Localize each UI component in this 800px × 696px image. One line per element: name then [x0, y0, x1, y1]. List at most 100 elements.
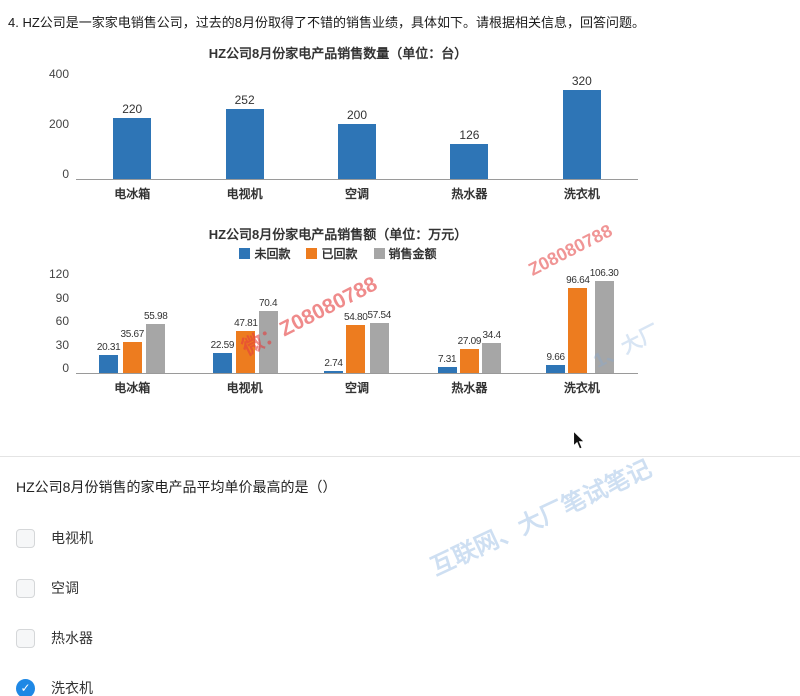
bar [437, 366, 457, 373]
bar-wrap: 2.74 [323, 268, 344, 373]
charts-area: HZ公司8月份家电产品销售数量（单位：台） 400 200 0 220 252 200 1… [38, 43, 638, 396]
category-label: 电视机 [226, 187, 263, 201]
question-header: 4. HZ公司是一家家电销售公司，过去的8月份取得了不错的销售业绩，具体如下。请… [8, 15, 646, 30]
bar-wrap: 252 [225, 68, 264, 179]
legend-item: 已回款 [306, 245, 358, 262]
bar-value-label: 7.31 [438, 353, 457, 365]
bar [562, 90, 601, 179]
bar-group: 7.31 27.09 34.4 [413, 268, 525, 373]
bar-group: 220 [76, 68, 188, 179]
bar-wrap: 27.09 [457, 268, 482, 373]
y-tick-label: 0 [62, 361, 69, 375]
bar-value-label: 35.67 [120, 328, 144, 340]
category-label: 电视机 [226, 381, 263, 395]
y-tick-label: 400 [48, 67, 69, 81]
option-电视机[interactable]: 电视机 [16, 513, 784, 563]
option-热水器[interactable]: 热水器 [16, 613, 784, 663]
y-tick-label: 90 [55, 290, 69, 305]
category-label: 洗衣机 [563, 381, 600, 395]
category-label: 热水器 [451, 187, 488, 201]
bar-value-label: 252 [234, 93, 255, 108]
bar-value-label: 22.59 [210, 340, 235, 352]
option-checkbox[interactable] [16, 528, 35, 548]
chart-title: HZ公司8月份家电产品销售额（单位：万元） [208, 227, 468, 242]
bar [113, 117, 152, 179]
option-label: 空调 [51, 580, 79, 596]
legend-item: 销售金额 [373, 245, 437, 262]
bar [346, 325, 366, 373]
sales-quantity-bar-chart: HZ公司8月份家电产品销售数量（单位：台） 400 200 0 220 252 200 1… [38, 43, 638, 202]
bar-value-label: 320 [571, 74, 592, 89]
option-label: 洗衣机 [51, 680, 93, 696]
option-checkbox[interactable] [16, 578, 35, 598]
y-tick-label: 0 [62, 167, 69, 181]
y-tick-label: 30 [55, 337, 69, 352]
bar-group: 22.59 47.81 70.4 [188, 268, 300, 373]
bar-group: 9.66 96.64 106.30 [526, 268, 638, 373]
option-checkbox[interactable] [16, 628, 35, 648]
bar-wrap: 126 [450, 68, 489, 179]
bar-value-label: 57.54 [367, 309, 392, 321]
bar-value-label: 9.66 [546, 351, 566, 363]
bar-wrap: 70.4 [258, 268, 279, 373]
bar [258, 311, 278, 373]
category-label: 空调 [345, 187, 370, 201]
bar-value-label: 2.74 [324, 357, 343, 369]
chart-title: HZ公司8月份家电产品销售数量（单位：台） [208, 46, 468, 61]
question-panel: HZ公司8月份销售的家电产品平均单价最高的是（） 电视机 空调 热水器 ✓ 洗衣… [0, 456, 800, 696]
category-label: 空调 [345, 381, 370, 395]
bar [146, 324, 166, 373]
bar [236, 331, 256, 373]
bar-wrap: 54.80 [344, 268, 368, 373]
legend-item: 未回款 [239, 245, 290, 262]
bar-wrap: 57.54 [367, 268, 392, 373]
bar [482, 342, 502, 373]
option-洗衣机[interactable]: ✓ 洗衣机 [16, 663, 784, 696]
bar-value-label: 27.09 [457, 336, 482, 348]
bar [568, 288, 588, 373]
bar-value-label: 54.80 [343, 312, 368, 324]
bar [459, 349, 479, 373]
bar-value-label: 34.4 [482, 329, 502, 341]
bar-value-label: 20.31 [96, 342, 121, 354]
legend-label: 已回款 [321, 247, 358, 261]
bar [594, 281, 614, 373]
x-axis-labels: 电冰箱 电视机 空调 热水器 洗衣机 [76, 180, 638, 202]
bar-value-label: 220 [122, 101, 143, 116]
x-axis-labels: 电冰箱 电视机 空调 热水器 洗衣机 [76, 374, 638, 396]
category-label: 热水器 [451, 381, 488, 395]
bar-value-label: 55.98 [143, 311, 168, 323]
option-checkbox-checked[interactable]: ✓ [16, 678, 35, 696]
plot-row: 400 200 0 220 252 200 126 320 [38, 68, 638, 180]
bar [369, 322, 389, 373]
bar-value-label: 106.30 [589, 268, 619, 279]
bar [225, 109, 264, 179]
y-axis: 400 200 0 [38, 68, 76, 180]
legend-label: 未回款 [254, 247, 291, 261]
option-空调[interactable]: 空调 [16, 563, 784, 613]
bar-value-label: 96.64 [566, 275, 590, 287]
bar-wrap: 34.4 [481, 268, 502, 373]
bar-wrap: 320 [562, 68, 601, 179]
bar-wrap: 20.31 [97, 268, 121, 373]
plot-area: 220 252 200 126 320 [76, 68, 638, 180]
bar-group: 200 [301, 68, 413, 179]
bar-group: 20.31 35.67 55.98 [76, 268, 188, 373]
category-label: 电冰箱 [114, 381, 151, 395]
bar-wrap: 220 [113, 68, 152, 179]
question-text: HZ公司8月份销售的家电产品平均单价最高的是（） [16, 479, 337, 495]
bar-wrap: 35.67 [120, 268, 144, 373]
bar-wrap: 200 [338, 68, 377, 179]
y-axis: 120 90 60 30 0 [38, 268, 76, 374]
mouse-cursor-icon [572, 430, 586, 450]
option-label: 电视机 [51, 530, 93, 546]
legend-swatch-icon [306, 248, 318, 259]
bar-group: 126 [413, 68, 525, 179]
bar [99, 355, 119, 373]
bar-wrap: 7.31 [437, 268, 458, 373]
option-label: 热水器 [51, 630, 93, 646]
bar-value-label: 200 [347, 107, 368, 122]
bar [323, 370, 343, 373]
bar-wrap: 55.98 [144, 268, 168, 373]
